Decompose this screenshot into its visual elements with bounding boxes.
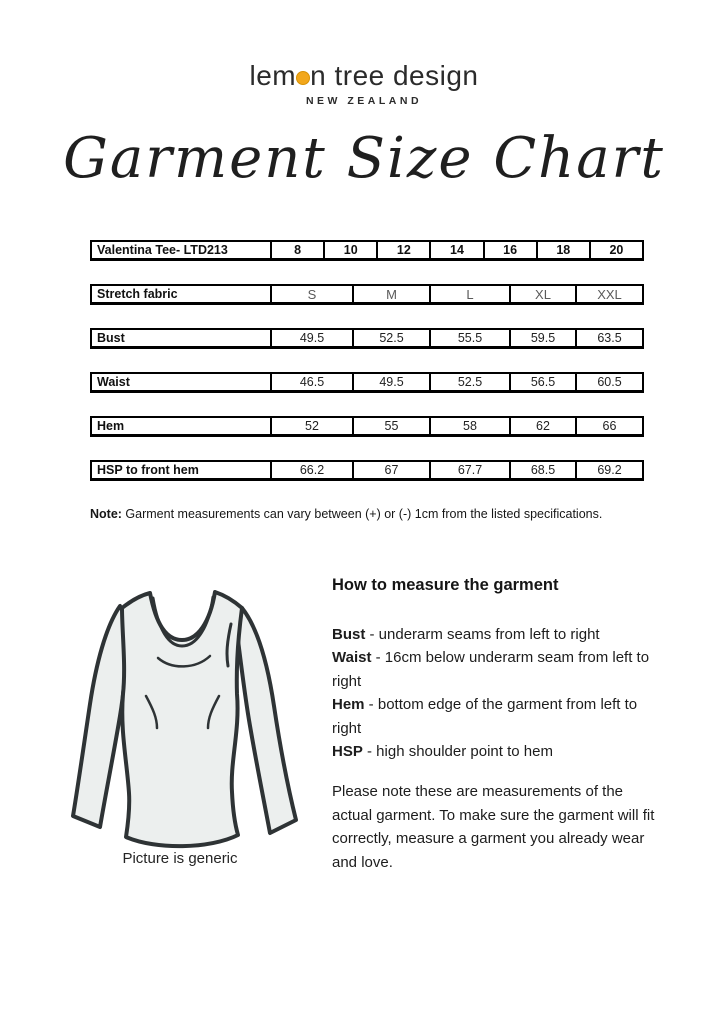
measurement-value-cell: 52	[270, 418, 352, 434]
fabric-label-cell: Stretch fabric	[97, 287, 178, 301]
table-row-bust: Bust 49.5 52.5 55.5 59.5 63.5	[90, 328, 644, 349]
measurement-label-cell: Hem	[97, 419, 125, 433]
note-label: Note:	[90, 507, 122, 521]
guide-desc: - high shoulder point to hem	[362, 743, 553, 761]
garment-illustration	[71, 590, 298, 849]
left-bust-detail	[144, 694, 159, 730]
brand-country: NEW ZEALAND	[305, 95, 423, 107]
brand-name: lem n tree design	[0, 60, 728, 92]
tolerance-note: Note: Garment measurements can vary betw…	[90, 507, 602, 521]
measurement-value-cell: 62	[509, 418, 575, 434]
guide-desc: - underarm seams from left to right	[365, 626, 600, 643]
measurement-value-cell: 52.5	[352, 330, 429, 346]
fabric-size-cell: M	[352, 286, 429, 302]
measurement-value-cell: 52.5	[429, 374, 509, 390]
brand-name-part2: n tree design	[310, 60, 479, 91]
guide-item-waist: Waist - 16cm below underarm seam from le…	[332, 646, 656, 693]
brand-name-part1: lem	[249, 60, 297, 91]
illustration-caption: Picture is generic	[122, 850, 238, 867]
guide-items: Bust - underarm seams from left to right…	[332, 623, 656, 763]
measurement-value-cell: 49.5	[270, 330, 352, 346]
table-row-fabric: Stretch fabric S M L XL XXL	[90, 284, 644, 305]
neckline-detail	[151, 595, 215, 648]
page-title: Garment Size Chart	[63, 126, 665, 191]
table-row-hsp: HSP to front hem 66.2 67 67.7 68.5 69.2	[90, 460, 644, 481]
size-header-cell: 8	[270, 242, 323, 258]
product-name-cell: Valentina Tee- LTD213	[97, 243, 228, 257]
measurement-value-cell: 56.5	[509, 374, 575, 390]
fabric-size-cell: XXL	[575, 286, 642, 302]
size-header-cell: 12	[376, 242, 429, 258]
guide-footnote: Please note these are measurements of th…	[332, 783, 655, 871]
guide-item-hsp: HSP - high shoulder point to hem	[332, 740, 656, 763]
chest-fold-detail	[156, 654, 212, 668]
measurement-value-cell: 66	[575, 418, 642, 434]
measurement-label-cell: Waist	[97, 375, 130, 389]
guide-term: Bust	[332, 626, 366, 643]
table-row-product: Valentina Tee- LTD213 8 10 12 14 16 18 2…	[90, 240, 644, 261]
measurement-value-cell: 55	[352, 418, 429, 434]
guide-item-bust: Bust - underarm seams from left to right	[332, 623, 656, 646]
brand-logo: lem n tree design NEW ZEALAND	[0, 60, 728, 107]
measurement-value-cell: 49.5	[352, 374, 429, 390]
measurement-value-cell: 46.5	[270, 374, 352, 390]
measurement-label-cell: HSP to front hem	[97, 463, 199, 477]
table-row-hem: Hem 52 55 58 62 66	[90, 416, 644, 437]
measurement-value-cell: 69.2	[575, 462, 642, 478]
torso-shape	[120, 590, 244, 849]
size-header-cell: 10	[323, 242, 376, 258]
measure-guide: How to measure the garment Bust - undera…	[332, 576, 656, 874]
fabric-size-cell: L	[429, 286, 509, 302]
measurement-value-cell: 68.5	[509, 462, 575, 478]
size-header-cell: 20	[588, 242, 642, 258]
guide-desc: - 16cm below underarm seam from left to …	[332, 649, 650, 690]
measurement-value-cell: 67	[352, 462, 429, 478]
guide-term: Hem	[332, 696, 365, 714]
measurement-value-cell: 60.5	[575, 374, 642, 390]
lemon-dot-icon	[296, 71, 311, 85]
size-header-cell: 16	[482, 242, 536, 258]
measurement-value-cell: 66.2	[270, 462, 352, 478]
measurement-value-cell: 58	[429, 418, 509, 434]
fabric-size-cell: S	[270, 286, 352, 302]
fabric-size-cell: XL	[509, 286, 575, 302]
note-text: Garment measurements can vary between (+…	[121, 507, 603, 521]
guide-term: HSP	[332, 743, 363, 761]
size-header-cell: 18	[535, 242, 589, 258]
size-header-cell: 14	[429, 242, 482, 258]
right-sleeve-shape	[234, 606, 298, 835]
size-chart-table: Valentina Tee- LTD213 8 10 12 14 16 18 2…	[90, 240, 644, 504]
guide-item-hem: Hem - bottom edge of the garment from le…	[332, 693, 656, 740]
underarm-shadow-detail	[225, 622, 233, 668]
table-row-waist: Waist 46.5 49.5 52.5 56.5 60.5	[90, 372, 644, 393]
measurement-label-cell: Bust	[97, 331, 125, 345]
guide-desc: - bottom edge of the garment from left t…	[332, 696, 638, 737]
left-sleeve-shape	[71, 604, 130, 829]
guide-heading: How to measure the garment	[332, 576, 559, 594]
measurement-value-cell: 55.5	[429, 330, 509, 346]
right-bust-detail	[206, 694, 221, 730]
measurement-value-cell: 63.5	[575, 330, 642, 346]
measurement-value-cell: 59.5	[509, 330, 575, 346]
measurement-value-cell: 67.7	[429, 462, 509, 478]
guide-term: Waist	[332, 649, 372, 667]
